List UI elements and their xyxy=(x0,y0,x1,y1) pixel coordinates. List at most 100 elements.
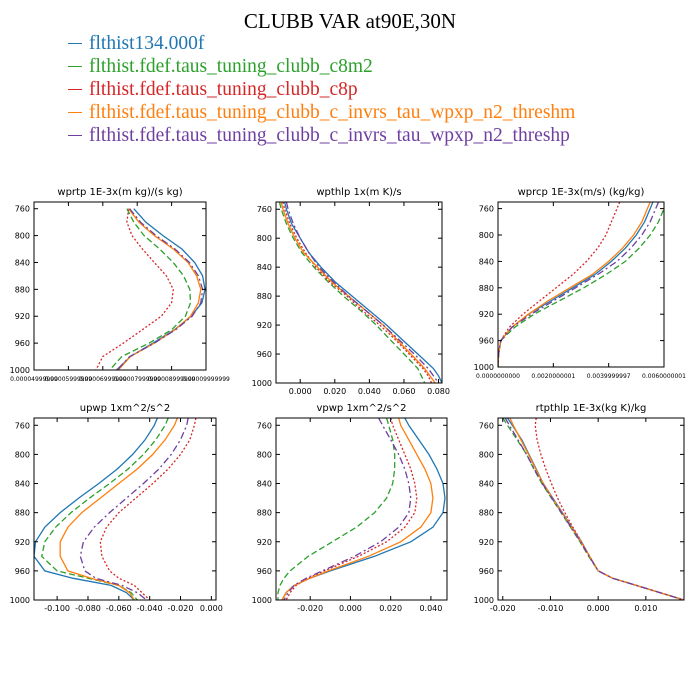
y-tick-label: 920 xyxy=(479,538,494,547)
x-tick-label: 0.00008999999 xyxy=(148,376,196,383)
y-tick-label: 880 xyxy=(15,509,30,518)
x-tick-label: 0.040 xyxy=(358,387,381,396)
y-tick-label: 760 xyxy=(15,421,30,430)
chart-panel: upwp 1xm^2/s^2 760 800 840 880 920 960 1000 -0.1… xyxy=(10,403,223,613)
x-tick-label: 0.010 xyxy=(634,604,657,613)
y-tick-label: 760 xyxy=(479,421,494,430)
series-line xyxy=(285,202,440,383)
x-tick-label: 0.0039999997 xyxy=(587,373,631,380)
series-group xyxy=(502,418,684,600)
series-line xyxy=(498,202,621,367)
series-line xyxy=(277,418,396,600)
x-tick-label: -0.080 xyxy=(75,604,101,613)
panel-title: upwp 1xm^2/s^2 xyxy=(80,403,170,414)
y-tick-label: 800 xyxy=(479,450,494,459)
y-tick-label: 800 xyxy=(257,234,272,243)
series-line xyxy=(509,418,684,600)
series-line xyxy=(504,418,684,600)
y-tick-label: 1000 xyxy=(10,366,30,375)
series-line xyxy=(116,208,206,370)
y-tick-label: 800 xyxy=(15,232,30,241)
plot-frame xyxy=(497,201,665,368)
legend-label: flthist.fdef.taus_tuning_clubb_c_invrs_t… xyxy=(89,101,576,123)
plot-frame xyxy=(497,417,685,601)
x-tick-label: 0.000 xyxy=(200,604,223,613)
x-tick-label: 0.00006999999 xyxy=(79,376,127,383)
x-tick-label: 0.060 xyxy=(393,387,416,396)
series-line xyxy=(281,418,446,600)
panel-title: rtpthlp 1E-3x(kg K)/kg xyxy=(536,403,647,414)
x-tick-label: 0.040 xyxy=(419,604,442,613)
x-tick-label: 0.0020000001 xyxy=(531,373,575,380)
x-tick-label: 0.000 xyxy=(587,604,610,613)
legend-label: flthist.fdef.taus_tuning_clubb_c_invrs_t… xyxy=(89,124,570,146)
x-tick-label: 0.00005999999 xyxy=(45,376,93,383)
y-tick-label: 800 xyxy=(15,450,30,459)
x-tick-label: -0.060 xyxy=(106,604,132,613)
series-line xyxy=(95,208,174,370)
y-tick-label: 840 xyxy=(15,258,30,267)
series-line xyxy=(506,418,684,600)
series-line xyxy=(117,208,202,370)
y-tick-label: 960 xyxy=(257,567,272,576)
y-tick-label: 920 xyxy=(257,538,272,547)
y-tick-label: 880 xyxy=(479,509,494,518)
x-tick-label: -0.010 xyxy=(538,604,564,613)
series-group xyxy=(278,202,442,383)
y-tick-label: 880 xyxy=(15,285,30,294)
legend-label: flthist.fdef.taus_tuning_clubb_c8m2 xyxy=(89,55,373,77)
series-line xyxy=(502,418,684,600)
panel-title: wprcp 1E-3x(m/s) (kg/kg) xyxy=(518,187,645,198)
series-line xyxy=(498,202,651,367)
y-tick-label: 840 xyxy=(257,263,272,272)
series-line xyxy=(280,202,436,383)
y-tick-label: 880 xyxy=(479,284,494,293)
x-tick-label: 0.00007999999 xyxy=(113,376,161,383)
series-line xyxy=(283,202,442,383)
x-tick-label: 0.000 xyxy=(339,604,362,613)
legend-line xyxy=(68,112,82,113)
y-tick-label: 1000 xyxy=(252,379,272,388)
panel-title: wprtp 1E-3x(m kg)/(s kg) xyxy=(57,187,182,198)
chart-panel: wpthlp 1x(m K)/s 760 800 840 880 920 960 1000 0.… xyxy=(252,187,450,396)
plot-frame xyxy=(275,201,443,384)
x-tick-label: 0.080 xyxy=(427,387,450,396)
series-line xyxy=(109,208,192,370)
x-tick-label: -0.100 xyxy=(44,604,70,613)
x-tick-label: -0.020 xyxy=(490,604,516,613)
y-tick-label: 960 xyxy=(479,567,494,576)
y-tick-label: 960 xyxy=(15,567,30,576)
plot-frame xyxy=(33,201,207,371)
y-tick-label: 920 xyxy=(15,538,30,547)
y-tick-label: 760 xyxy=(257,205,272,214)
series-group xyxy=(95,208,206,370)
y-tick-label: 920 xyxy=(15,312,30,321)
y-tick-label: 840 xyxy=(479,480,494,489)
y-tick-label: 920 xyxy=(257,321,272,330)
series-line xyxy=(281,418,434,600)
y-tick-label: 760 xyxy=(479,205,494,214)
legend-label: flthist134.000f xyxy=(89,32,205,54)
x-tick-label: 0.00009999999 xyxy=(182,376,230,383)
y-tick-label: 800 xyxy=(479,231,494,240)
legend: flthist134.000f flthist.fdef.taus_tuning… xyxy=(68,32,575,147)
chart-panel: wprtp 1E-3x(m kg)/(s kg) 760 800 840 880 920 9… xyxy=(10,187,230,383)
series-line xyxy=(278,202,426,383)
y-tick-label: 1000 xyxy=(474,596,494,605)
page-title: CLUBB VAR at90E,30N xyxy=(243,9,457,33)
series-line xyxy=(282,202,433,383)
legend-item: flthist.fdef.taus_tuning_clubb_c_invrs_t… xyxy=(68,101,575,124)
x-tick-label: 0.000 xyxy=(289,387,312,396)
y-tick-label: 760 xyxy=(15,205,30,214)
plot-frame xyxy=(33,417,217,601)
y-tick-label: 1000 xyxy=(252,596,272,605)
y-tick-label: 880 xyxy=(257,509,272,518)
chart-panel: wprcp 1E-3x(m/s) (kg/kg) 760 800 840 880 920 9… xyxy=(474,187,686,380)
legend-line xyxy=(68,135,82,136)
panel-title: vpwp 1xm^2/s^2 xyxy=(316,403,406,414)
legend-line xyxy=(68,43,82,44)
legend-item: flthist.fdef.taus_tuning_clubb_c8m2 xyxy=(68,55,575,78)
series-group xyxy=(34,418,197,600)
plot-frame xyxy=(275,417,448,601)
